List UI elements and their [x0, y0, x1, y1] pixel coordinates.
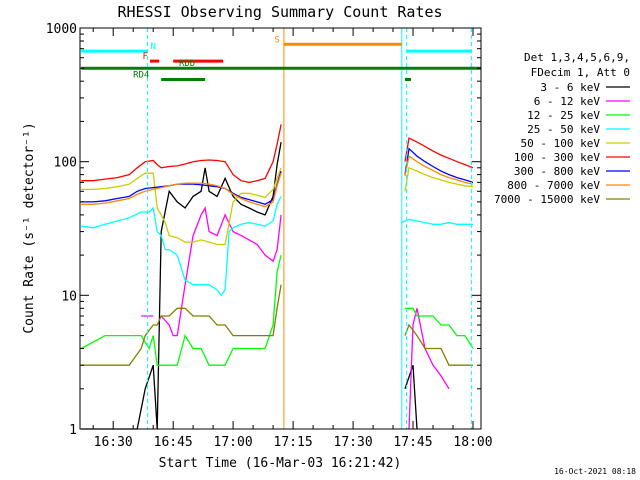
legend-label-6: 100 - 300 keV [514, 151, 600, 164]
flag-label-f: F [142, 52, 147, 62]
legend-label-1: 3 - 6 keV [540, 81, 600, 94]
y-tick-label-3: 100 [54, 156, 77, 171]
x-tick-label-2: 16:45 [154, 435, 193, 450]
y-tick-label-2: 10 [61, 289, 77, 304]
x-tick-label-1: 16:30 [94, 435, 133, 450]
x-axis-ticks: 16:30 16:45 17:00 17:15 17:30 17:45 18:00 [92, 28, 493, 450]
legend-label-7: 300 - 800 keV [514, 165, 600, 178]
series-line-5 [81, 166, 474, 246]
x-tick-label-7: 18:00 [453, 435, 492, 450]
x-tick-label-4: 17:15 [274, 435, 313, 450]
legend-label-9: 7000 - 15000 keV [494, 193, 600, 206]
y-axis-label: Count Rate (s⁻¹ detector⁻¹) [22, 122, 37, 333]
flag-bars-layer: N S F RDD RD4 [81, 35, 481, 81]
legend-label-2: 6 - 12 keV [534, 95, 601, 108]
timestamp: 16-Oct-2021 08:18 [554, 467, 636, 476]
x-axis-label: Start Time (16-Mar-03 16:21:42) [159, 456, 402, 471]
series-layer [80, 124, 474, 430]
flag-label-rdd: RDD [179, 59, 195, 69]
legend-header-line-1: Det 1,3,4,5,6,9, [524, 51, 630, 64]
legend-label-8: 800 - 7000 keV [507, 179, 600, 192]
flag-label-rd4: RD4 [133, 71, 149, 81]
flag-label-n: N [150, 42, 155, 52]
y-tick-label-1: 1 [69, 423, 77, 438]
x-tick-label-5: 17:30 [334, 435, 373, 450]
series-line-9 [81, 284, 473, 366]
y-axis-ticks: 1 10 100 1000 [46, 22, 481, 438]
y-tick-label-4: 1000 [46, 22, 77, 37]
flag-label-s: S [274, 35, 279, 45]
series-line-4 [81, 196, 473, 297]
chart-title: RHESSI Observing Summary Count Rates [117, 3, 442, 21]
x-tick-label-3: 17:00 [214, 435, 253, 450]
series-line-2 [141, 206, 450, 430]
legend-label-5: 50 - 100 keV [521, 137, 601, 150]
series-line-6 [81, 124, 474, 184]
legend-label-4: 25 - 50 keV [527, 123, 600, 136]
series-line-7 [81, 147, 474, 206]
vertical-lines-layer [147, 28, 472, 429]
series-line-1 [81, 141, 418, 430]
x-tick-label-6: 17:45 [393, 435, 432, 450]
legend-label-3: 12 - 25 keV [527, 109, 600, 122]
series-line-8 [81, 154, 474, 208]
legend: Det 1,3,4,5,6,9, FDecim 1, Att 0 3 - 6 k… [494, 51, 630, 206]
plot-frame [79, 27, 482, 430]
legend-header-line-2: FDecim 1, Att 0 [531, 66, 630, 79]
